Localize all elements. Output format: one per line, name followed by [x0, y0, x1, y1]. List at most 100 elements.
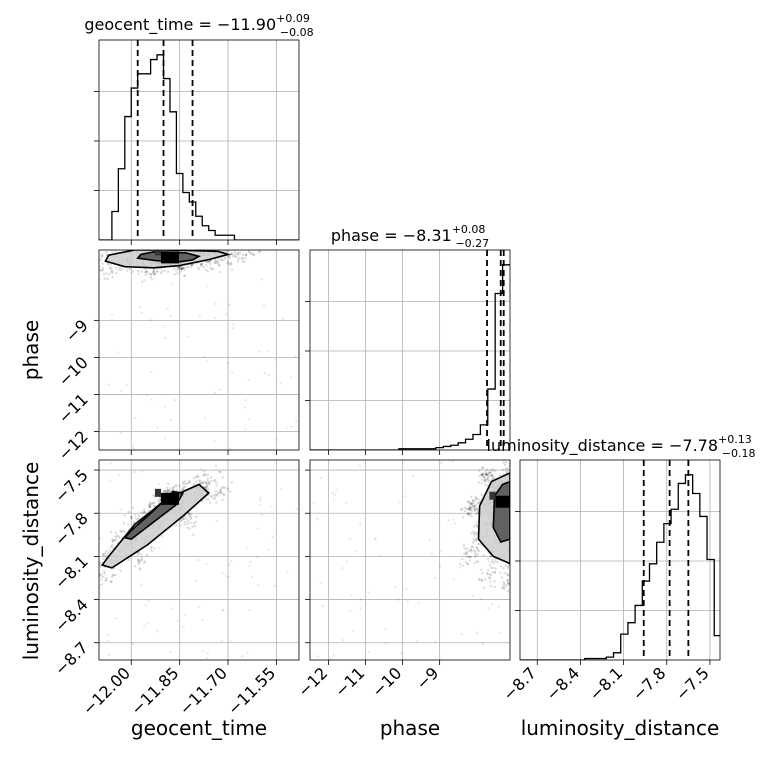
hist-phase-bar [466, 439, 473, 450]
scatter-geocent-time-vs-phase-point [164, 336, 167, 340]
scatter-phase-vs-luminosity-distance-point [475, 507, 479, 511]
scatter-phase-vs-luminosity-distance-point [470, 503, 473, 506]
scatter-phase-vs-luminosity-distance-point [481, 571, 484, 575]
scatter-geocent-time-vs-luminosity-distance-point [222, 486, 225, 489]
scatter-geocent-time-vs-luminosity-distance-point [184, 482, 187, 485]
scatter-geocent-time-vs-phase-point [114, 271, 118, 275]
scatter-geocent-time-vs-luminosity-distance-point [186, 522, 189, 526]
scatter-geocent-time-vs-phase-point [168, 246, 170, 248]
scatter-phase-vs-luminosity-distance-point [507, 583, 510, 586]
scatter-geocent-time-vs-phase-point [241, 257, 245, 260]
scatter-geocent-time-vs-phase-point [180, 267, 184, 271]
scatter-geocent-time-vs-phase-point [156, 247, 158, 249]
scatter-geocent-time-vs-phase-point [199, 241, 201, 243]
scatter-geocent-time-vs-luminosity-distance-point [178, 484, 181, 488]
scatter-geocent-time-vs-luminosity-distance-point [146, 621, 149, 624]
scatter-phase-vs-luminosity-distance-point [480, 478, 484, 481]
scatter-geocent-time-vs-phase-point [233, 250, 236, 253]
scatter-geocent-time-vs-luminosity-distance-point [207, 483, 211, 486]
scatter-phase-vs-luminosity-distance-point [512, 550, 514, 552]
scatter-geocent-time-vs-phase-point [163, 269, 167, 272]
scatter-geocent-time-vs-phase-point [88, 253, 90, 255]
scatter-geocent-time-vs-luminosity-distance-point [171, 489, 175, 492]
scatter-geocent-time-vs-phase-point [203, 417, 207, 420]
scatter-geocent-time-vs-luminosity-distance-point [80, 584, 82, 586]
title-phase-prefix: phase = [331, 226, 403, 245]
scatter-phase-vs-luminosity-distance-point [480, 473, 483, 477]
scatter-geocent-time-vs-phase-point [281, 318, 284, 321]
scatter-geocent-time-vs-luminosity-distance-point [189, 517, 193, 521]
scatter-phase-vs-luminosity-distance-point [506, 574, 510, 577]
scatter-phase-vs-luminosity-distance-point [472, 549, 475, 552]
scatter-geocent-time-vs-luminosity-distance-point [100, 583, 103, 586]
scatter-geocent-time-vs-phase-point [204, 241, 206, 243]
scatter-geocent-time-vs-phase-point [248, 250, 251, 253]
scatter-phase-vs-luminosity-distance-point [514, 463, 516, 465]
scatter-geocent-time-vs-luminosity-distance-point [100, 578, 103, 581]
scatter-geocent-time-vs-luminosity-distance-point [137, 517, 141, 520]
scatter-geocent-time-vs-phase-point [189, 246, 191, 248]
scatter-geocent-time-vs-phase-point [205, 360, 208, 363]
scatter-geocent-time-vs-phase-point [147, 272, 151, 276]
scatter-geocent-time-vs-phase-plot-area [76, 240, 299, 450]
scatter-geocent-time-vs-phase-point [207, 242, 209, 244]
scatter-geocent-time-vs-luminosity-distance-point [214, 490, 218, 493]
scatter-phase-vs-luminosity-distance-point [483, 475, 486, 479]
scatter-geocent-time-vs-phase-point [159, 240, 161, 242]
scatter-phase-vs-luminosity-distance-point [514, 568, 516, 570]
scatter-phase-vs-luminosity-distance-point [490, 470, 493, 474]
xtick-label-luminosity-distance: −8.4 [542, 663, 583, 704]
scatter-geocent-time-vs-phase-point [173, 246, 175, 248]
scatter-geocent-time-vs-phase-point [188, 248, 190, 250]
scatter-geocent-time-vs-phase-point [252, 253, 255, 256]
scatter-geocent-time-vs-luminosity-distance-point [87, 575, 89, 577]
scatter-phase-vs-luminosity-distance-point [508, 578, 510, 581]
scatter-geocent-time-vs-phase-point [255, 245, 257, 247]
scatter-geocent-time-vs-luminosity-distance-point [259, 498, 262, 501]
scatter-phase-vs-luminosity-distance-point [491, 468, 495, 471]
scatter-phase-vs-luminosity-distance-point [515, 531, 517, 533]
scatter-geocent-time-vs-phase-point [237, 258, 240, 261]
scatter-geocent-time-vs-phase-point [241, 242, 243, 244]
scatter-phase-vs-luminosity-distance-point [384, 642, 387, 645]
scatter-geocent-time-vs-luminosity-distance-point [90, 572, 92, 574]
scatter-phase-vs-luminosity-distance-point [487, 560, 490, 563]
scatter-geocent-time-vs-luminosity-distance-point [142, 561, 146, 564]
scatter-phase-vs-luminosity-distance-point [473, 505, 476, 508]
scatter-phase-vs-luminosity-distance-point [458, 562, 462, 566]
scatter-phase-vs-luminosity-distance-point [494, 469, 497, 473]
scatter-geocent-time-vs-phase-point [146, 394, 149, 397]
scatter-geocent-time-vs-luminosity-distance-point [203, 485, 206, 489]
scatter-phase-vs-luminosity-distance-point [504, 564, 507, 567]
scatter-phase-vs-luminosity-distance-point [512, 557, 514, 559]
scatter-phase-vs-luminosity-distance-point [511, 579, 513, 581]
xtick-label-phase: −10 [368, 663, 405, 700]
scatter-geocent-time-vs-luminosity-distance-point [206, 479, 209, 483]
hist-phase-step [310, 264, 510, 450]
scatter-geocent-time-vs-phase-point [156, 246, 158, 248]
scatter-geocent-time-vs-luminosity-distance-point [99, 572, 101, 575]
scatter-geocent-time-vs-luminosity-distance-point [216, 492, 220, 496]
scatter-geocent-time-vs-luminosity-distance-point [167, 489, 170, 492]
scatter-geocent-time-vs-phase-point [156, 270, 159, 273]
scatter-phase-vs-luminosity-distance-point [319, 476, 322, 479]
scatter-phase-vs-luminosity-distance-point [341, 639, 345, 642]
scatter-phase-vs-luminosity-distance-point [469, 549, 473, 552]
scatter-geocent-time-vs-luminosity-distance-point [143, 510, 146, 513]
scatter-geocent-time-vs-luminosity-distance-point [186, 526, 189, 529]
scatter-geocent-time-vs-phase-point [186, 335, 189, 338]
scatter-geocent-time-vs-phase-point [99, 269, 102, 272]
scatter-geocent-time-vs-phase-point [210, 267, 213, 271]
ytick-label-phase: −9 [62, 316, 92, 346]
scatter-geocent-time-vs-luminosity-distance-point [87, 586, 89, 588]
scatter-geocent-time-vs-luminosity-distance-point [130, 515, 133, 519]
scatter-phase-vs-luminosity-distance-point [316, 655, 319, 658]
scatter-geocent-time-vs-luminosity-distance-point [182, 486, 185, 489]
scatter-geocent-time-vs-phase-point [94, 255, 96, 257]
scatter-phase-vs-luminosity-distance-point [417, 601, 420, 604]
scatter-geocent-time-vs-phase-point [76, 258, 78, 260]
scatter-geocent-time-vs-luminosity-distance-point [295, 507, 299, 510]
scatter-phase-vs-luminosity-distance-background [310, 460, 510, 660]
scatter-geocent-time-vs-luminosity-distance-point [213, 478, 217, 482]
scatter-geocent-time-vs-luminosity-distance-point [99, 561, 102, 564]
